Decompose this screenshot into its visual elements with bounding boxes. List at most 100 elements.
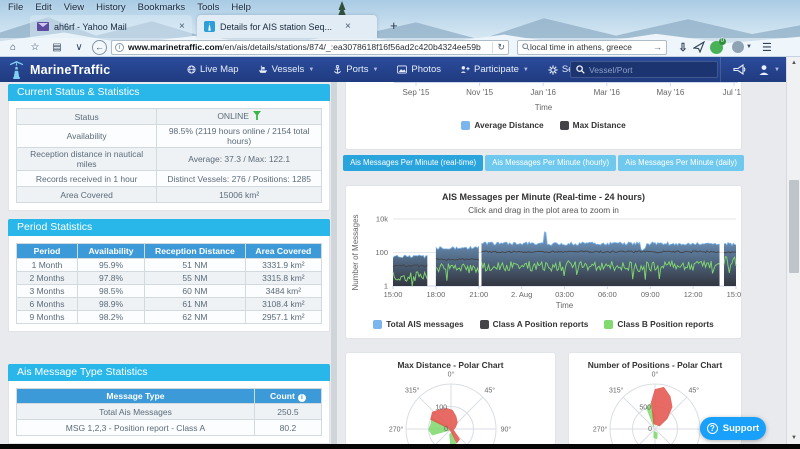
- bookmark-star-icon[interactable]: ☆: [30, 41, 40, 53]
- marinetraffic-favicon-icon: [204, 21, 215, 32]
- nav-label: Live Map: [200, 64, 239, 75]
- table-row: 1 Month 95.9% 51 NM 3331.9 km²: [16, 258, 323, 272]
- max-distance-polar-chart[interactable]: 0° 45° 90° 270° 315° 0 100: [346, 353, 555, 444]
- tab-close-icon[interactable]: ×: [179, 21, 185, 32]
- menu-edit[interactable]: Edit: [35, 1, 52, 13]
- url-text[interactable]: www.marinetraffic.com/en/ais/details/sta…: [128, 42, 489, 52]
- chevron-down-icon: ▼: [774, 66, 780, 73]
- search-icon: [522, 43, 530, 51]
- megaphone-icon[interactable]: [733, 63, 746, 76]
- browser-chrome: File Edit View History Bookmarks Tools H…: [0, 0, 800, 57]
- browser-search-bar[interactable]: →: [517, 39, 667, 55]
- site-nav-items: Live Map Vessels ▼ Ports ▼ Photos Partic…: [187, 64, 608, 75]
- cell: 250.5: [253, 403, 323, 420]
- tab-close-icon[interactable]: ×: [345, 21, 351, 32]
- library-icon[interactable]: ▤: [52, 41, 62, 53]
- tab-hourly[interactable]: Ais Messages Per Minute (hourly): [485, 155, 617, 171]
- period-statistics-table: Period Availability Reception Distance A…: [16, 243, 323, 324]
- legend-class-b[interactable]: Class B Position reports: [604, 319, 714, 329]
- chart-title: AIS Messages per Minute (Real-time - 24 …: [441, 192, 646, 202]
- new-tab-button[interactable]: +: [390, 18, 398, 33]
- svg-text:0: 0: [444, 426, 448, 433]
- cell: 60 NM: [144, 284, 246, 298]
- nav-label: Vessels: [271, 64, 305, 75]
- scroll-down-icon[interactable]: ▼: [791, 435, 797, 441]
- taskbar-edge: [0, 444, 800, 449]
- nav-ports[interactable]: Ports ▼: [333, 64, 378, 75]
- cell: 6 Months: [16, 297, 78, 311]
- polar-chart-title: Max Distance - Polar Chart: [397, 360, 504, 370]
- legend-max-distance[interactable]: Max Distance: [559, 120, 626, 130]
- cell: 98.2%: [76, 310, 146, 324]
- browser-menu-icon[interactable]: ☰: [761, 41, 772, 54]
- cell: 2 Months: [16, 271, 78, 285]
- send-to-device-icon[interactable]: [693, 41, 705, 53]
- status-value: ONLINE: [217, 111, 249, 121]
- menu-file[interactable]: File: [8, 1, 24, 13]
- row-value: Average: 37.3 / Max: 122.1: [156, 147, 322, 171]
- cell: MSG 1,2,3 - Position report - Class A: [16, 419, 255, 436]
- pane-scrollbar[interactable]: [331, 82, 337, 445]
- menu-bookmarks[interactable]: Bookmarks: [137, 1, 186, 13]
- col-availability: Availability: [76, 243, 146, 259]
- col-count: Count i: [253, 388, 323, 404]
- site-brand-name: MarineTraffic: [30, 62, 111, 77]
- nav-participate[interactable]: Participate ▼: [460, 64, 529, 75]
- legend-swatch: [461, 120, 471, 130]
- page-scrollbar[interactable]: ▲ ▼: [786, 57, 800, 449]
- menu-history[interactable]: History: [96, 1, 126, 13]
- site-info-icon[interactable]: i: [115, 42, 124, 52]
- reload-icon[interactable]: ↻: [492, 41, 505, 53]
- svg-text:0: 0: [648, 426, 652, 433]
- tab-realtime[interactable]: Ais Messages Per Minute (real-time): [343, 155, 484, 171]
- profile-avatar[interactable]: [732, 41, 744, 53]
- browser-search-input[interactable]: [530, 42, 642, 52]
- legend-label: Max Distance: [572, 120, 626, 130]
- legend-average-distance[interactable]: Average Distance: [461, 120, 544, 130]
- svg-text:45°: 45°: [689, 387, 700, 395]
- profile-caret-icon[interactable]: ▼: [746, 44, 752, 50]
- menu-help[interactable]: Help: [231, 1, 251, 13]
- home-icon[interactable]: ⌂: [9, 41, 17, 53]
- legend-class-a[interactable]: Class A Position reports: [479, 319, 588, 329]
- svg-text:315°: 315°: [609, 387, 624, 395]
- tab-ais-station[interactable]: Details for AIS station Seq... ×: [197, 15, 377, 38]
- chevron-down-icon: ▼: [308, 66, 315, 73]
- menu-tools[interactable]: Tools: [197, 1, 220, 13]
- account-menu[interactable]: ▼: [758, 64, 780, 76]
- nav-photos[interactable]: Photos: [397, 64, 441, 75]
- legend-total-ais[interactable]: Total AIS messages: [373, 319, 464, 329]
- row-value: 15006 km²: [156, 186, 322, 203]
- search-go-icon[interactable]: →: [653, 42, 662, 52]
- info-icon[interactable]: i: [297, 393, 306, 402]
- support-button[interactable]: ? Support: [700, 417, 766, 440]
- vessel-search-bar[interactable]: [570, 61, 718, 78]
- scroll-up-icon[interactable]: ▲: [791, 60, 797, 66]
- positions-polar-chart[interactable]: 0° 45° 270° 315° 0 500: [569, 353, 741, 444]
- table-row: 3 Months 98.5% 60 NM 3484 km²: [16, 284, 323, 298]
- tab-yahoo-mail[interactable]: ah6rf - Yahoo Mail ×: [30, 15, 192, 38]
- cell: 3484 km²: [244, 284, 323, 298]
- ais-message-type-panel: Ais Message Type Statistics Message Type…: [8, 364, 330, 444]
- vessel-search-input[interactable]: [589, 64, 704, 75]
- panel-title: Period Statistics: [8, 219, 330, 236]
- svg-text:May '16: May '16: [657, 88, 685, 97]
- cell: 98.9%: [76, 297, 146, 311]
- legend-swatch: [559, 120, 569, 130]
- pocket-icon[interactable]: ∨: [75, 41, 83, 53]
- globe-icon: [187, 65, 196, 74]
- messages-legend: Total AIS messages Class A Position repo…: [346, 319, 741, 329]
- menu-view[interactable]: View: [63, 1, 85, 13]
- downloads-icon[interactable]: ⇩: [678, 41, 688, 54]
- current-status-panel: Current Status & Statistics Status ONLIN…: [8, 84, 330, 211]
- nav-live-map[interactable]: Live Map: [187, 64, 239, 75]
- adblock-icon[interactable]: 0: [710, 37, 726, 54]
- back-button[interactable]: ←: [92, 39, 107, 55]
- cell: Total Ais Messages: [16, 403, 255, 420]
- url-bar[interactable]: i www.marinetraffic.com/en/ais/details/s…: [111, 39, 509, 55]
- nav-vessels[interactable]: Vessels ▼: [258, 64, 315, 75]
- tab-daily[interactable]: Ais Messages Per Minute (daily): [618, 155, 744, 171]
- messages-chart-plot[interactable]: 10k 100 1 Number of Messages 15:00 18:00 21:00…: [346, 186, 741, 311]
- scrollbar-thumb[interactable]: [789, 180, 799, 273]
- site-brand[interactable]: MarineTraffic: [9, 60, 159, 79]
